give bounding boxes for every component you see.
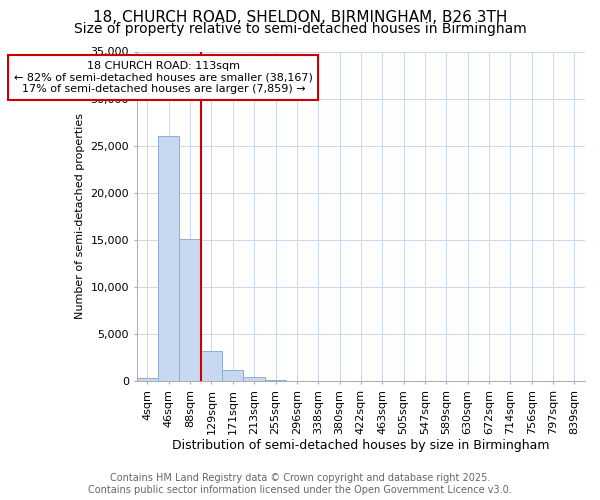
Text: 18, CHURCH ROAD, SHELDON, BIRMINGHAM, B26 3TH: 18, CHURCH ROAD, SHELDON, BIRMINGHAM, B2… — [93, 10, 507, 25]
Bar — [137, 378, 158, 381]
Text: Contains HM Land Registry data © Crown copyright and database right 2025.
Contai: Contains HM Land Registry data © Crown c… — [88, 474, 512, 495]
Bar — [265, 380, 286, 381]
Bar — [222, 370, 244, 381]
Bar — [244, 378, 265, 381]
Bar — [158, 136, 179, 381]
Text: 18 CHURCH ROAD: 113sqm
← 82% of semi-detached houses are smaller (38,167)
17% of: 18 CHURCH ROAD: 113sqm ← 82% of semi-det… — [14, 61, 313, 94]
Text: Size of property relative to semi-detached houses in Birmingham: Size of property relative to semi-detach… — [74, 22, 526, 36]
X-axis label: Distribution of semi-detached houses by size in Birmingham: Distribution of semi-detached houses by … — [172, 440, 550, 452]
Bar — [201, 351, 222, 381]
Bar — [179, 239, 201, 381]
Y-axis label: Number of semi-detached properties: Number of semi-detached properties — [75, 114, 85, 320]
